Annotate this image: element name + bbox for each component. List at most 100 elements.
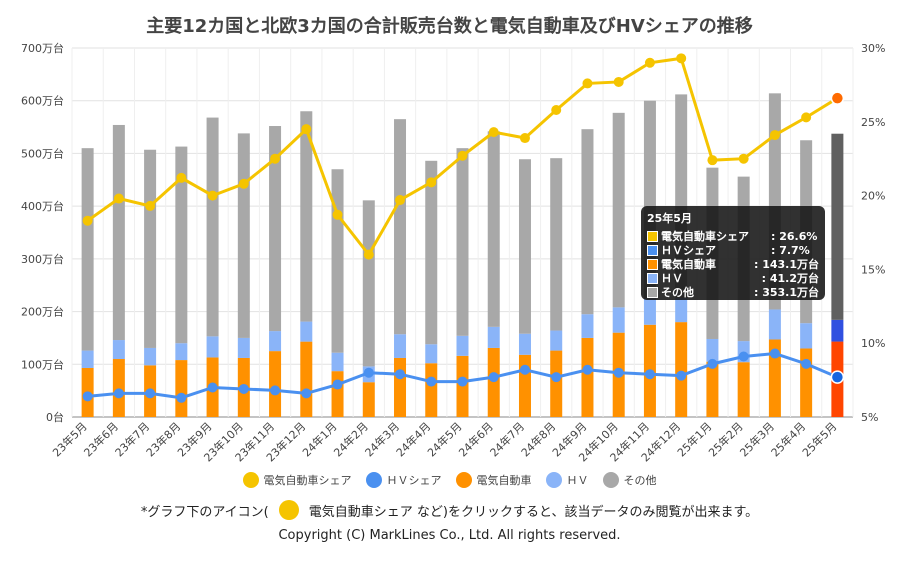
bar-ev[interactable] xyxy=(581,337,594,417)
hv-share-point[interactable] xyxy=(582,364,593,375)
bar-hv[interactable] xyxy=(300,321,313,342)
ev-share-point[interactable] xyxy=(145,200,156,211)
hv-share-point[interactable] xyxy=(613,367,624,378)
bar-hv[interactable] xyxy=(206,336,219,358)
bar-other[interactable] xyxy=(81,148,94,351)
bar-other[interactable] xyxy=(206,117,219,337)
bar-ev[interactable] xyxy=(175,360,188,417)
ev-share-point[interactable] xyxy=(363,249,374,260)
bar-other[interactable] xyxy=(362,200,375,367)
bar-hv[interactable] xyxy=(706,338,719,362)
bar-other[interactable] xyxy=(394,119,407,335)
ev-share-point[interactable] xyxy=(113,193,124,204)
ev-share-point[interactable] xyxy=(830,91,845,105)
bar-ev[interactable] xyxy=(737,362,750,417)
bar-other[interactable] xyxy=(269,126,282,332)
bar-hv[interactable] xyxy=(768,309,781,340)
bar-ev[interactable] xyxy=(706,361,719,417)
legend-item[interactable]: ＨＶ xyxy=(545,472,589,488)
ev-share-point[interactable] xyxy=(332,209,343,220)
bar-hv[interactable] xyxy=(175,343,188,361)
legend-item[interactable]: 電気自動車シェア xyxy=(242,472,352,488)
legend-circle-icon[interactable] xyxy=(455,472,472,488)
ev-share-point[interactable] xyxy=(769,130,780,141)
hv-share-point[interactable] xyxy=(113,388,124,399)
bar-hv[interactable] xyxy=(675,297,688,323)
bar-other[interactable] xyxy=(112,124,125,341)
legend-label[interactable]: 電気自動車 xyxy=(476,474,532,487)
legend-label[interactable]: 電気自動車シェア xyxy=(263,474,352,487)
legend-circle-icon[interactable] xyxy=(365,472,382,488)
ev-share-point[interactable] xyxy=(676,53,687,64)
bar-ev[interactable] xyxy=(768,339,781,417)
bar-other[interactable] xyxy=(144,149,157,348)
bar-other[interactable] xyxy=(487,131,500,327)
bar-ev[interactable] xyxy=(300,341,313,417)
hv-share-point[interactable] xyxy=(332,379,343,390)
bar-other[interactable] xyxy=(175,146,188,344)
hv-share-point[interactable] xyxy=(301,388,312,399)
ev-share-point[interactable] xyxy=(488,127,499,138)
bar-hv[interactable] xyxy=(581,314,594,338)
hv-share-point[interactable] xyxy=(488,372,499,383)
legend-label[interactable]: その他 xyxy=(623,474,657,487)
ev-share-point[interactable] xyxy=(457,150,468,161)
bar-hv[interactable] xyxy=(237,337,250,358)
legend-circle-icon[interactable] xyxy=(602,472,619,488)
bar-ev[interactable] xyxy=(675,322,688,417)
hv-share-point[interactable] xyxy=(238,383,249,394)
hv-share-point[interactable] xyxy=(676,370,687,381)
bar-other[interactable] xyxy=(300,111,313,322)
bar-hv[interactable] xyxy=(144,347,157,366)
hv-share-point[interactable] xyxy=(707,358,718,369)
bar-other[interactable] xyxy=(456,148,469,336)
ev-share-point[interactable] xyxy=(551,104,562,115)
bar-hv[interactable] xyxy=(456,335,469,356)
bar-ev[interactable] xyxy=(394,357,407,417)
ev-share-point[interactable] xyxy=(519,133,530,144)
bar-hv[interactable] xyxy=(518,333,531,355)
bar-other[interactable] xyxy=(518,159,531,334)
hv-share-point[interactable] xyxy=(176,392,187,403)
ev-share-point[interactable] xyxy=(270,153,281,164)
bar-ev[interactable] xyxy=(518,354,531,417)
bar-hv[interactable] xyxy=(800,323,813,349)
hv-share-point[interactable] xyxy=(395,369,406,380)
ev-share-point[interactable] xyxy=(82,215,93,226)
hv-share-point[interactable] xyxy=(738,351,749,362)
hv-share-point[interactable] xyxy=(644,369,655,380)
bar-other[interactable] xyxy=(237,133,250,338)
bar-ev[interactable] xyxy=(487,347,500,417)
ev-share-point[interactable] xyxy=(613,76,624,87)
ev-share-point[interactable] xyxy=(738,153,749,164)
legend-label[interactable]: ＨＶシェア xyxy=(386,474,442,487)
bar-ev[interactable] xyxy=(269,351,282,417)
bar-other[interactable] xyxy=(831,133,844,320)
ev-share-point[interactable] xyxy=(207,190,218,201)
bar-ev[interactable] xyxy=(362,382,375,417)
hv-share-point[interactable] xyxy=(363,367,374,378)
legend-circle-icon[interactable] xyxy=(545,472,562,488)
hv-share-point[interactable] xyxy=(801,358,812,369)
hv-share-point[interactable] xyxy=(145,388,156,399)
bar-hv[interactable] xyxy=(643,298,656,325)
bar-other[interactable] xyxy=(331,169,344,353)
bar-hv[interactable] xyxy=(112,340,125,360)
bar-hv[interactable] xyxy=(612,307,625,333)
legend-item[interactable]: ＨＶシェア xyxy=(365,472,442,488)
ev-share-point[interactable] xyxy=(426,177,437,188)
bar-hv[interactable] xyxy=(487,326,500,348)
ev-share-point[interactable] xyxy=(801,112,812,123)
bar-other[interactable] xyxy=(550,158,563,331)
hv-share-point[interactable] xyxy=(457,376,468,387)
hv-share-point[interactable] xyxy=(551,372,562,383)
bar-ev[interactable] xyxy=(800,348,813,417)
bar-hv[interactable] xyxy=(550,330,563,351)
bar-other[interactable] xyxy=(612,112,625,308)
bar-ev[interactable] xyxy=(425,363,438,417)
hv-share-point[interactable] xyxy=(270,385,281,396)
hv-share-point[interactable] xyxy=(519,364,530,375)
legend-label[interactable]: ＨＶ xyxy=(566,474,589,487)
ev-share-point[interactable] xyxy=(176,172,187,183)
bar-hv[interactable] xyxy=(425,344,438,364)
